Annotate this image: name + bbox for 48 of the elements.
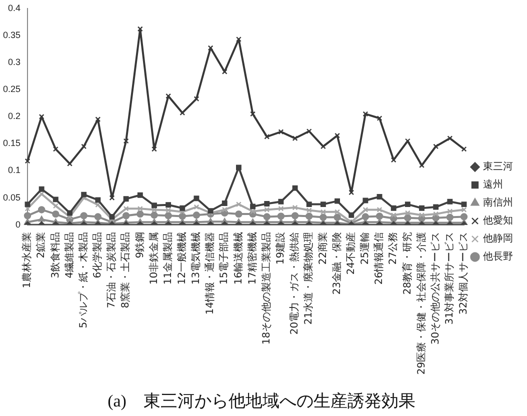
x-tick-label: 18その他の製造工業製品 [260,232,272,345]
y-tick-label: 0.15 [2,138,21,148]
y-tick-label: 0.3 [8,57,21,68]
y-tick-label: 0 [16,219,21,230]
legend-label: 他長野 [483,250,513,263]
x-tick-label: 1農林水産業 [21,232,34,288]
x-tick-label: 32対個人サービス [458,232,470,315]
x-tick-label: 22商業 [316,232,329,265]
x-tick-label: 7石油・石炭製品 [106,232,118,308]
y-tick-label: 0.2 [8,111,21,122]
x-tick-label: 20電力・ガス・熱供給 [288,232,301,335]
legend-label: 他静岡 [483,232,513,245]
x-tick-label: 4繊維製品 [63,232,76,278]
x-tick-label: 9鉄鋼 [134,232,146,258]
x-tick-label: 25運輸 [359,232,372,265]
x-tick-label: 17精密機械 [246,232,258,285]
x-tick-label: 13電気機械 [190,232,202,285]
x-tick-label: 26情報通信 [373,232,386,285]
x-tick-label: 2鉱業 [35,232,48,258]
x-tick-label: 5パルプ・紙・木製品 [77,232,90,328]
y-tick-label: 0.05 [2,192,21,202]
x-tick-label: 10非鉄金属 [148,232,160,285]
x-tick-label: 3飲食料品 [49,232,62,278]
x-tick-label: 14情報・通信機器 [204,232,216,315]
x-tick-label: 11金属製品 [162,232,174,285]
x-tick-label: 16輸送機械 [232,232,244,285]
y-tick-label: 0.35 [2,30,21,40]
x-tick-label: 6化学製品 [92,232,104,278]
x-tick-label: 29医療・保健・社会保障・介護 [415,232,428,375]
x-tick-label: 31対事業所サービス [444,232,456,325]
text: (a) 東三河から他地域への生産誘発効果 [108,391,416,410]
x-tick-label: 12一般機械 [176,232,188,285]
x-tick-label: 27公務 [387,232,400,265]
legend-label: 遠州 [483,178,503,191]
legend-label: 東三河 [483,160,513,173]
x-tick-label: 24不動産 [344,232,357,275]
x-tick-label: 19建設 [274,232,287,265]
y-tick-label: 0.4 [8,2,21,13]
y-tick-label: 0.25 [2,84,21,94]
x-tick-label: 28教育・研究 [401,232,414,295]
y-tick-label: 0.1 [8,165,21,176]
x-tick-label: 23金融・保険 [330,232,343,295]
x-tick-label: 8窯業・土石製品 [120,232,132,308]
legend-label: 他愛知 [483,214,513,227]
x-tick-label: 15電子部品 [218,232,230,285]
legend-label: 南信州 [483,196,513,209]
x-tick-label: 30その他の公共サービス [429,232,442,345]
x-tick-label: 21水道・廃棄物処理 [302,232,315,325]
